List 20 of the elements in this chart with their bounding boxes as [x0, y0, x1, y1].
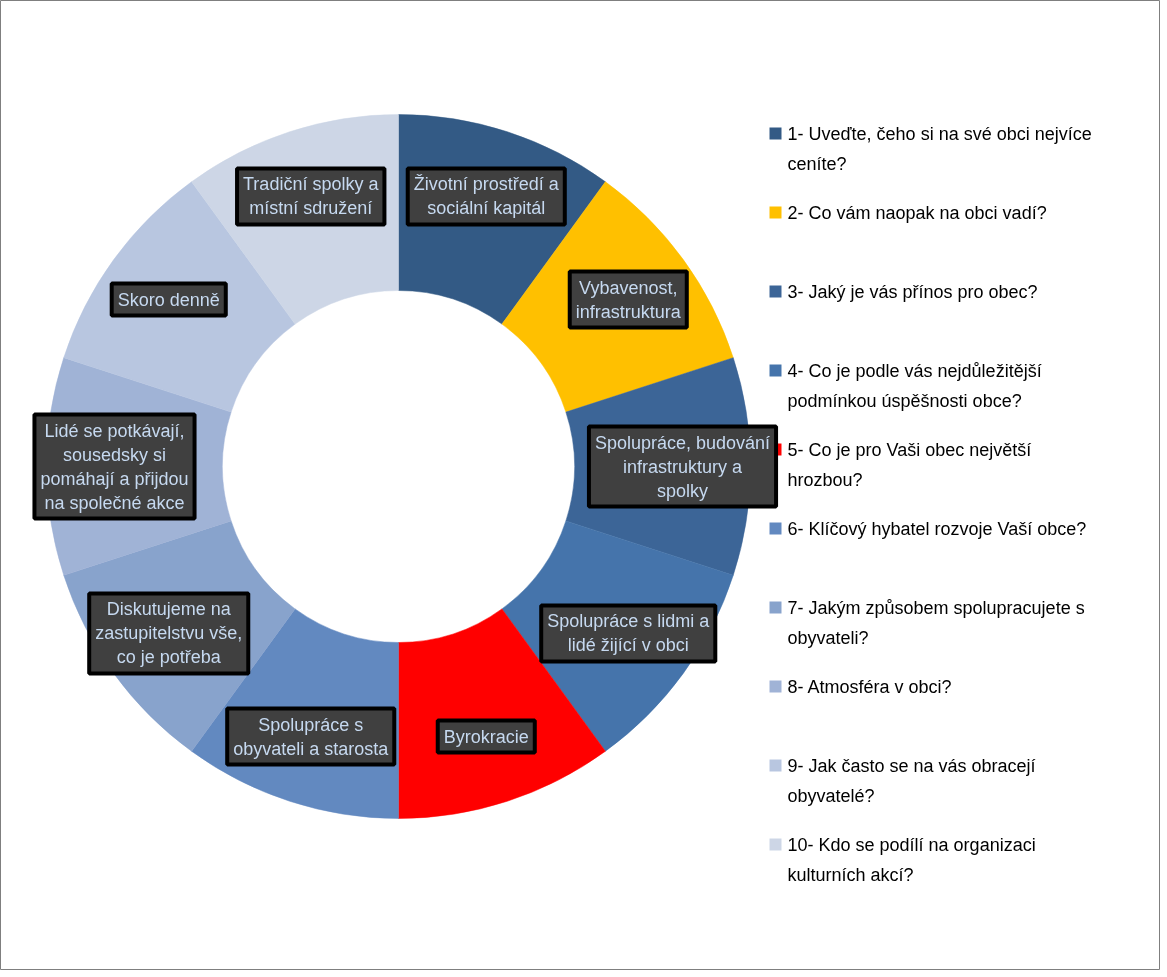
data-label: Vybavenost, infrastruktura [575, 277, 682, 322]
legend-label: 3- Jaký je vás přínos pro obec? [787, 281, 1038, 302]
data-label: Spolupráce s obyvateli a starosta [233, 714, 390, 759]
data-label: Tradiční spolky a místní sdružení [243, 174, 380, 219]
data-label: Skoro denně [117, 289, 220, 310]
data-label: Spolupráce s lidmi a lidé žijící v obci [547, 611, 711, 656]
data-label: Diskutujeme na zastupitelstvu vše, co je potřeba [95, 599, 243, 668]
data-label: Byrokracie [443, 726, 529, 747]
legend-label: 8- Atmosféra v obci? [787, 676, 952, 697]
legend-label: 7- Jakým způsobem spolupracujete s obyvateli? [787, 597, 1085, 648]
legend-label: 10- Kdo se podílí na organizaci kulturních akcí? [787, 834, 1036, 885]
legend-label: 5- Co je pro Vaši obec největší hrozbou? [787, 439, 1032, 490]
legend-label: 1- Uveďte, čeho si na své obci nejvíce ceníte? [787, 123, 1092, 174]
legend-label: 9- Jak často se na vás obracejí obyvatelé? [787, 755, 1036, 806]
data-label: Životní prostředí a sociální kapitál [413, 174, 560, 219]
legend-label: 6- Klíčový hybatel rozvoje Vaší obce? [787, 518, 1087, 539]
legend-label: 2- Co vám naopak na obci vadí? [787, 202, 1047, 223]
data-label: Lidé se potkávají, sousedsky si pomáhají a přijdou na společné akce [40, 420, 189, 513]
legend-label: 4- Co je podle vás nejdůležitější podmínkou úspěšnosti obce? [787, 360, 1042, 411]
data-label: Spolupráce, budování infrastruktury a spolky [594, 432, 771, 501]
